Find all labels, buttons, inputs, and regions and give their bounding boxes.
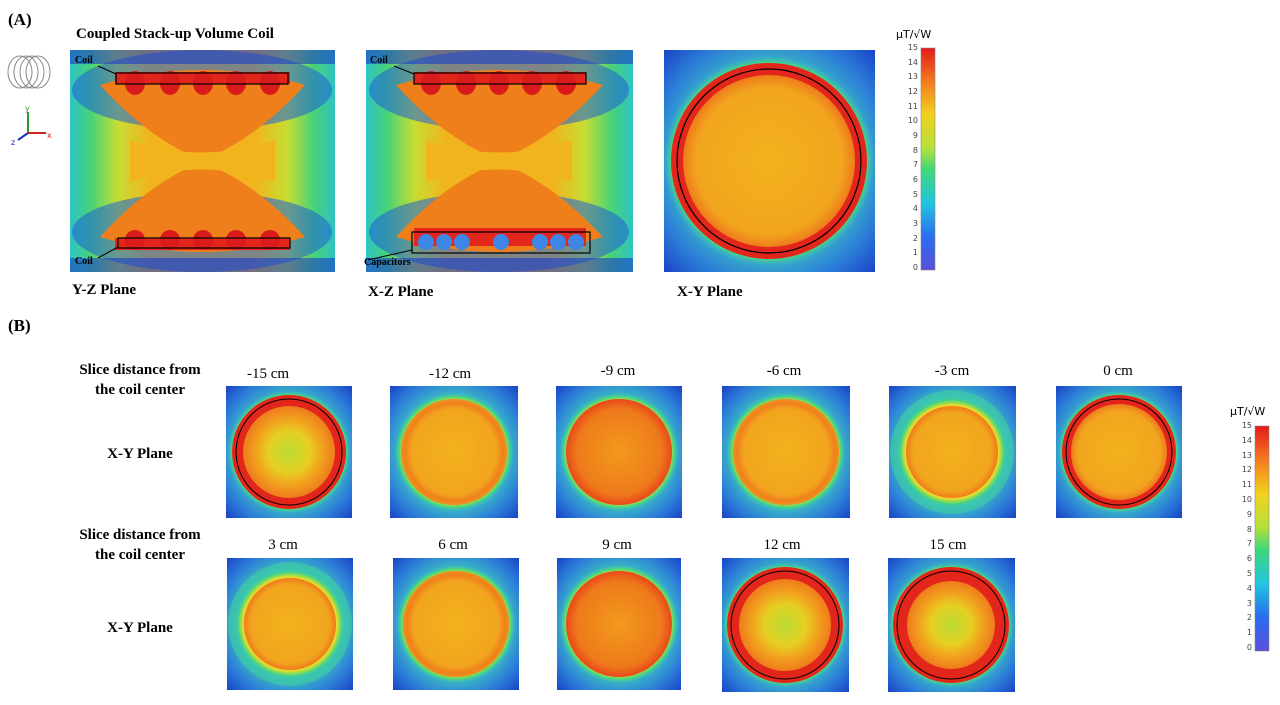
xz-capacitors-label: Capacitors <box>364 257 411 268</box>
colorbar-tick: 12 <box>907 87 918 96</box>
slice-map-3 <box>227 558 353 690</box>
slice-map-minus-3 <box>889 386 1016 518</box>
slice-map-minus-9 <box>556 386 682 518</box>
colorbar-tick: 10 <box>907 116 918 126</box>
colorbar-tick: 5 <box>912 189 918 199</box>
colorbar-tick: 2 <box>1246 613 1252 623</box>
panel-a-label: (A) <box>8 10 32 29</box>
colorbar-tick: 15 <box>907 43 918 52</box>
colorbar-b <box>1254 425 1270 652</box>
colorbar-tick: 6 <box>1246 554 1252 564</box>
row2-slice-label-line1: Slice distance from <box>79 527 201 543</box>
row2-plane-label: X-Y Plane <box>107 620 173 636</box>
panel-b-label: (B) <box>8 316 31 335</box>
coil-axes-icon <box>7 55 51 141</box>
row1-slice-label-line2: the coil center <box>95 382 185 398</box>
dist-minus-6: -6 cm <box>766 363 802 379</box>
slice-map-15 <box>888 558 1015 692</box>
yz-field-map <box>70 50 335 272</box>
yz-coil-bottom-label: Coil <box>75 256 93 267</box>
slice-map-minus-12 <box>390 386 518 518</box>
dist-minus-3: -3 cm <box>934 363 970 379</box>
colorbar-tick: 1 <box>1246 628 1252 638</box>
colorbar-tick: 4 <box>1246 583 1252 593</box>
colorbar-tick: 0 <box>912 263 918 272</box>
yz-coil-top-label: Coil <box>75 55 93 66</box>
row2-slice-label-line2: the coil center <box>95 547 185 563</box>
xz-coil-label: Coil <box>370 55 388 66</box>
dist-9: 9 cm <box>602 537 632 553</box>
xy-field-map <box>664 50 875 272</box>
colorbar-tick: 0 <box>1246 643 1252 652</box>
slice-map-minus-15 <box>226 386 352 518</box>
colorbar-tick: 3 <box>1246 598 1252 608</box>
colorbar-tick: 7 <box>1246 539 1252 549</box>
colorbar-tick: 14 <box>907 57 918 67</box>
colorbar-tick: 8 <box>912 145 918 155</box>
colorbar-tick: 1 <box>912 248 918 258</box>
colorbar-tick: 9 <box>1246 509 1252 519</box>
colorbar-tick: 8 <box>1246 524 1252 534</box>
dist-3: 3 cm <box>268 537 298 553</box>
xz-field-map <box>366 50 633 272</box>
colorbar-tick: 4 <box>912 204 918 214</box>
xz-plane-label: X-Z Plane <box>368 284 434 300</box>
colorbar-tick: 13 <box>1241 450 1252 460</box>
axis-x-label: x <box>47 131 52 140</box>
colorbar-tick: 13 <box>907 72 918 82</box>
colorbar-tick: 3 <box>912 219 918 228</box>
row1-plane-label: X-Y Plane <box>107 446 173 462</box>
slice-map-12 <box>722 558 849 692</box>
dist-15: 15 cm <box>929 537 967 553</box>
colorbar-tick: 2 <box>912 233 918 243</box>
dist-minus-9: -9 cm <box>600 363 636 379</box>
dist-0: 0 cm <box>1103 363 1133 379</box>
slice-map-9 <box>557 558 681 690</box>
colorbar-tick: 6 <box>912 175 918 184</box>
colorbar-tick: 10 <box>1241 495 1252 504</box>
colorbar-tick: 11 <box>1241 480 1252 490</box>
axis-z-label: z <box>11 138 16 147</box>
colorbar-tick: 5 <box>1246 569 1252 578</box>
dist-minus-12: -12 cm <box>428 366 472 382</box>
colorbar-tick: 11 <box>907 101 918 111</box>
colorbar-a <box>920 47 936 271</box>
row1-slice-label-line1: Slice distance from <box>79 362 201 378</box>
colorbar-tick: 15 <box>1241 421 1252 430</box>
slice-map-6 <box>393 558 519 690</box>
slice-map-0 <box>1056 386 1182 518</box>
colorbar-tick: 9 <box>912 131 918 140</box>
row2-slice-label: Slice distance from the coil center <box>50 525 230 565</box>
panel-a-title: Coupled Stack-up Volume Coil <box>76 26 274 42</box>
yz-plane-label: Y-Z Plane <box>72 282 137 298</box>
row1-slice-label: Slice distance from the coil center <box>50 360 230 400</box>
colorbar-tick: 7 <box>912 160 918 170</box>
dist-12: 12 cm <box>763 537 801 553</box>
colorbar-a-unit: μT/√W <box>896 28 932 41</box>
dist-6: 6 cm <box>438 537 468 553</box>
dist-minus-15: -15 cm <box>246 366 290 382</box>
colorbar-tick: 14 <box>1241 435 1252 445</box>
xy-plane-label: X-Y Plane <box>677 284 743 300</box>
colorbar-b-unit: μT/√W <box>1230 405 1266 418</box>
slice-map-minus-6 <box>722 386 850 518</box>
axis-y-label: y <box>25 104 30 113</box>
colorbar-tick: 12 <box>1241 465 1252 475</box>
